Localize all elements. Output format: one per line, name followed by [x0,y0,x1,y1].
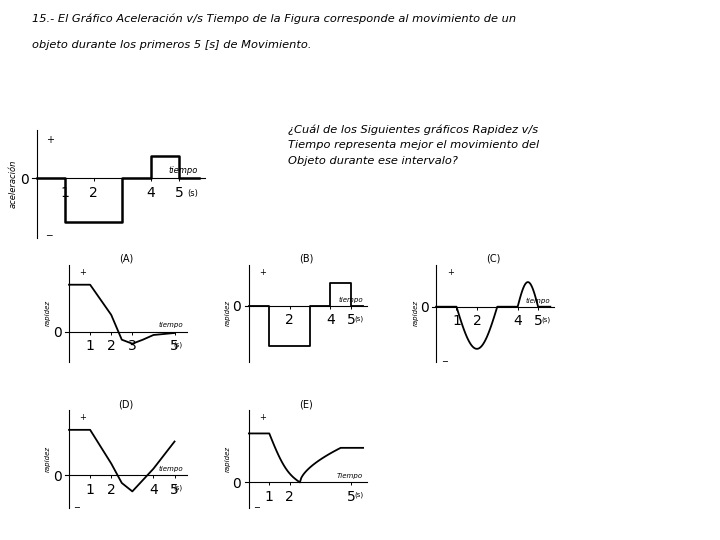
Text: +: + [79,267,86,276]
Text: (D): (D) [118,400,134,409]
Y-axis label: rapidez: rapidez [225,300,231,326]
Text: +: + [259,267,266,276]
Text: _: _ [255,498,259,508]
Text: tiempo: tiempo [526,298,550,304]
Y-axis label: rapidez: rapidez [45,446,51,472]
Text: tiempo: tiempo [158,466,183,472]
Text: (s): (s) [174,485,183,491]
Y-axis label: rapidez: rapidez [413,300,418,326]
Y-axis label: rapidez: rapidez [225,446,231,472]
Text: +: + [79,413,86,422]
Text: _: _ [46,226,52,236]
Text: tiempo: tiempo [158,321,183,328]
Text: tiempo: tiempo [168,166,198,174]
Text: (s): (s) [354,316,363,322]
Text: _: _ [75,498,79,508]
Text: ¿Cuál de los Siguientes gráficos Rapidez v/s
Tiempo representa mejor el movimien: ¿Cuál de los Siguientes gráficos Rapidez… [288,124,539,166]
Text: (B): (B) [299,254,313,264]
Text: (A): (A) [119,254,133,264]
Text: (s): (s) [541,316,550,323]
Text: (s): (s) [174,342,183,348]
Text: +: + [446,267,454,276]
Text: (C): (C) [486,254,500,264]
Text: +: + [259,413,266,422]
Text: (s): (s) [187,189,198,198]
Text: Tiempo: Tiempo [337,473,363,479]
Text: (s): (s) [354,491,363,497]
Text: _: _ [442,352,446,362]
Y-axis label: aceleración: aceleración [9,159,17,208]
Text: 15.- El Gráfico Aceleración v/s Tiempo de la Figura corresponde al movimiento de: 15.- El Gráfico Aceleración v/s Tiempo d… [32,14,516,24]
Y-axis label: rapidez: rapidez [45,300,51,326]
Text: objeto durante los primeros 5 [s] de Movimiento.: objeto durante los primeros 5 [s] de Mov… [32,40,312,51]
Text: (E): (E) [299,400,313,409]
Text: +: + [46,136,54,145]
Text: tiempo: tiempo [338,297,363,303]
